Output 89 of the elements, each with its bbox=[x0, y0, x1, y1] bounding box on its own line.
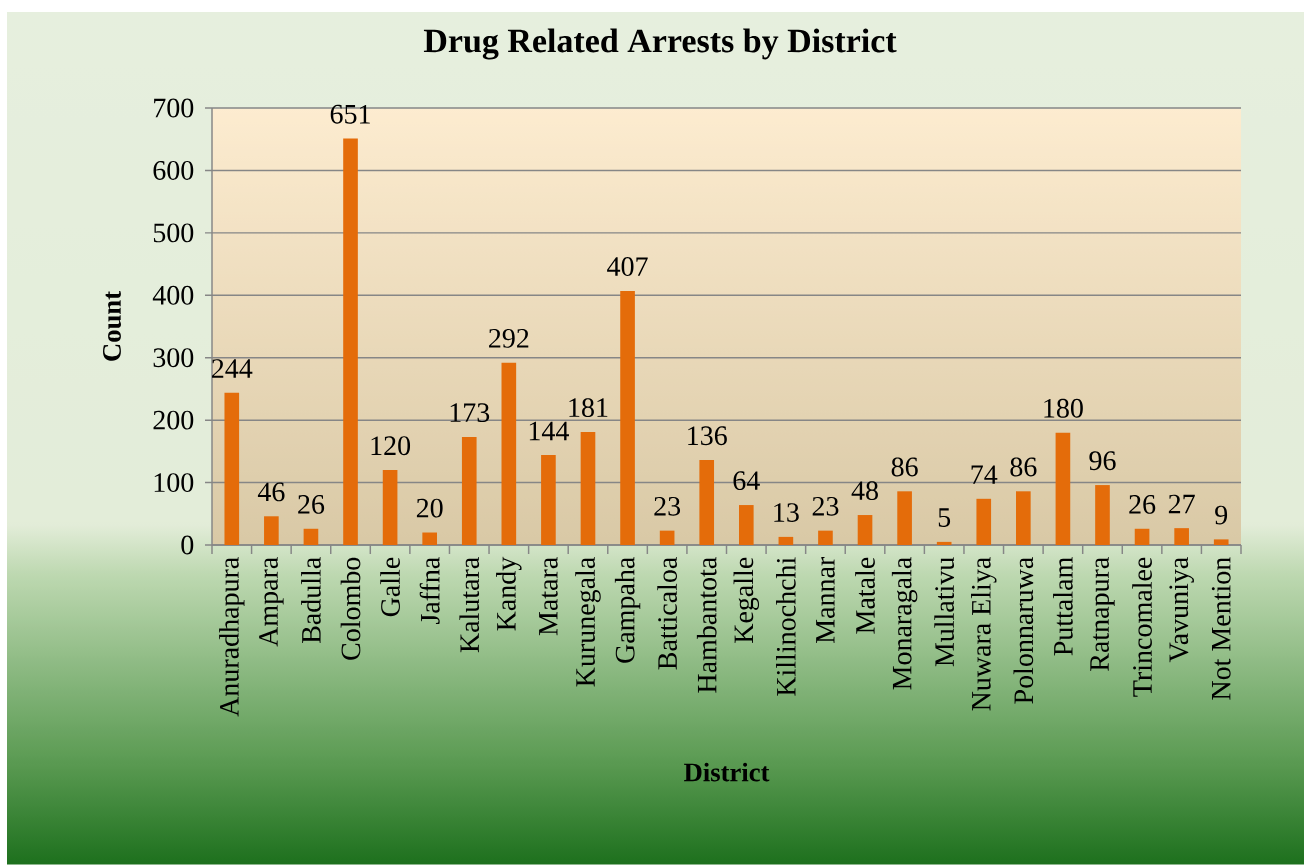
x-tick-label: Hambantota bbox=[696, 557, 717, 693]
x-tick-label: Mullativu bbox=[934, 557, 955, 667]
data-label: 144 bbox=[529, 421, 569, 441]
y-tick-label: 700 bbox=[154, 98, 194, 118]
bar bbox=[659, 530, 675, 545]
bar bbox=[620, 290, 635, 545]
bar bbox=[976, 498, 992, 545]
data-label: 292 bbox=[489, 328, 529, 348]
data-label: 244 bbox=[212, 359, 253, 378]
data-label: 407 bbox=[607, 257, 648, 276]
bar bbox=[818, 530, 833, 545]
x-axis-title: District bbox=[684, 762, 770, 782]
data-label: 23 bbox=[812, 496, 839, 516]
x-tick-label: Badulla bbox=[301, 557, 321, 643]
x-tick-label: Vavuniya bbox=[1169, 557, 1194, 663]
bar bbox=[936, 541, 952, 545]
bar bbox=[1174, 528, 1189, 545]
x-tick-label: Kurunegala bbox=[575, 557, 601, 687]
bar bbox=[1213, 539, 1229, 545]
data-label: 86 bbox=[1010, 457, 1037, 477]
data-label: 46 bbox=[257, 482, 285, 502]
data-label: 180 bbox=[1044, 398, 1083, 418]
bar bbox=[461, 437, 477, 545]
bar bbox=[1055, 432, 1071, 545]
bar bbox=[343, 138, 358, 545]
data-label: 13 bbox=[774, 503, 799, 522]
x-tick-label: Gampaha bbox=[614, 557, 641, 663]
y-tick-label: 500 bbox=[153, 223, 194, 243]
bar bbox=[738, 505, 754, 545]
bar bbox=[501, 362, 517, 545]
y-tick-label: 0 bbox=[181, 535, 194, 555]
x-tick-label: Kalutara bbox=[459, 557, 480, 653]
x-tick-label: Matara bbox=[539, 557, 558, 636]
x-tick-label: Not Mention bbox=[1211, 557, 1231, 700]
data-label: 181 bbox=[569, 398, 608, 418]
bar bbox=[857, 515, 873, 545]
bar bbox=[541, 455, 556, 545]
x-tick-label: Monaragala bbox=[891, 557, 918, 690]
data-label: 651 bbox=[330, 104, 370, 124]
y-tick-label: 400 bbox=[152, 285, 194, 305]
data-label: 9 bbox=[1215, 505, 1228, 525]
chart-title: Drug Related Arrests by District bbox=[423, 28, 897, 60]
bar bbox=[422, 532, 437, 545]
x-tick-label: Batticaloa bbox=[657, 557, 677, 670]
x-tick-label: Trincomalee bbox=[1132, 557, 1152, 697]
data-label: 23 bbox=[654, 496, 681, 516]
data-label: 74 bbox=[971, 465, 998, 484]
data-label: 136 bbox=[688, 426, 727, 446]
bar bbox=[382, 470, 398, 545]
bar bbox=[580, 432, 596, 545]
x-tick-label: Kandy bbox=[496, 556, 522, 631]
bar bbox=[1016, 491, 1031, 545]
bar bbox=[699, 460, 715, 545]
bar bbox=[778, 536, 794, 545]
data-label: 48 bbox=[851, 481, 878, 501]
bar bbox=[1134, 528, 1150, 545]
x-tick-label: Polonnaruwa bbox=[1013, 557, 1034, 704]
x-tick-label: Kegalle bbox=[733, 557, 760, 643]
x-tick-label: Mannar bbox=[816, 556, 835, 643]
data-label: 64 bbox=[733, 471, 760, 491]
data-label: 27 bbox=[1168, 494, 1195, 514]
data-label: 120 bbox=[371, 436, 411, 456]
x-tick-label: Jaffna bbox=[419, 557, 440, 625]
x-tick-label: Puttalam bbox=[1053, 557, 1073, 656]
bar bbox=[224, 392, 240, 545]
x-tick-label: Ampara bbox=[259, 557, 284, 647]
data-label: 5 bbox=[938, 508, 951, 527]
bar bbox=[897, 491, 912, 545]
data-label: 20 bbox=[416, 498, 443, 518]
x-tick-label: Matale bbox=[855, 557, 875, 634]
bar bbox=[303, 528, 319, 545]
x-tick-label: Colombo bbox=[340, 557, 361, 660]
bar bbox=[264, 516, 279, 545]
y-tick-label: 600 bbox=[153, 161, 194, 180]
x-tick-label: Ratnapura bbox=[1090, 557, 1115, 671]
y-tick-label: 300 bbox=[153, 348, 194, 368]
x-tick-label: Killinochchi bbox=[776, 557, 796, 696]
data-label: 96 bbox=[1089, 451, 1116, 471]
data-label: 86 bbox=[891, 457, 918, 477]
data-label: 173 bbox=[450, 403, 490, 423]
x-tick-label: Galle bbox=[380, 557, 400, 617]
data-label: 26 bbox=[1129, 495, 1156, 514]
x-tick-label: Anuradhapura bbox=[219, 557, 245, 717]
bar bbox=[1095, 485, 1110, 545]
y-tick-label: 200 bbox=[153, 410, 194, 430]
y-tick-label: 100 bbox=[154, 473, 194, 493]
y-axis-title: Count bbox=[103, 291, 121, 361]
x-tick-label: Nuwara Eliya bbox=[971, 557, 997, 711]
data-label: 26 bbox=[298, 495, 325, 514]
